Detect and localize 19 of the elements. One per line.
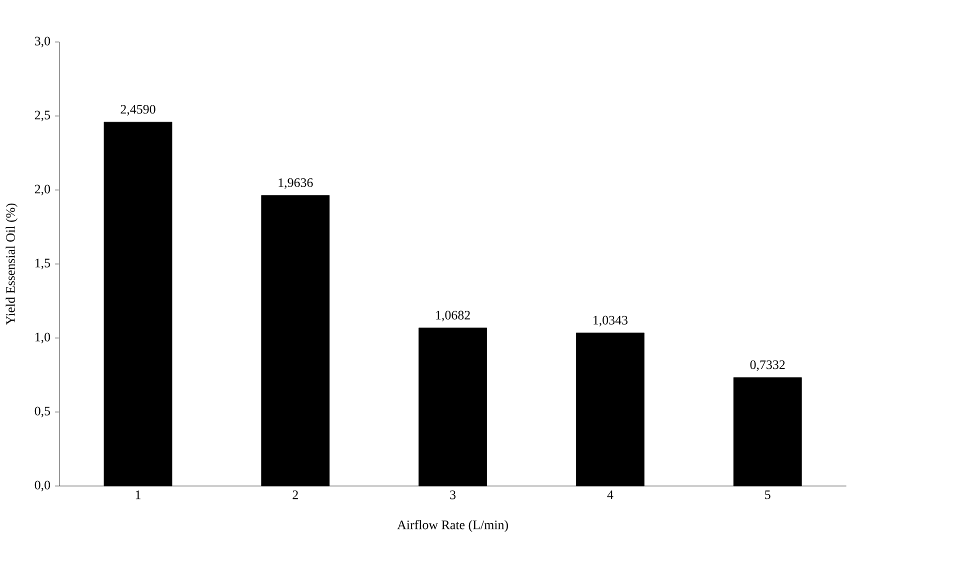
data-label: 1,0682 <box>436 310 470 322</box>
x-tick-label: 1 <box>136 490 140 500</box>
y-tick-label: 1,0 <box>35 332 50 344</box>
y-tick-label: 2,0 <box>34 184 50 196</box>
x-tick-label: 2 <box>292 490 298 500</box>
data-label: 2,4590 <box>120 104 156 116</box>
x-tick-label: 5 <box>765 490 770 500</box>
data-label: 1,9636 <box>278 178 313 189</box>
x-tick-label: 4 <box>607 490 614 500</box>
data-label: 1,0343 <box>594 316 628 326</box>
y-tick-label: 1,5 <box>35 258 50 270</box>
data-label: 0,7332 <box>750 360 785 371</box>
x-axis-title: Airflow Rate (L/min) <box>397 520 508 532</box>
y-tick-label: 3,0 <box>34 36 50 48</box>
y-tick-label: 0,0 <box>34 480 50 492</box>
y-tick-label: 0,5 <box>34 406 50 418</box>
x-tick-label: 3 <box>450 490 456 500</box>
y-tick-label: 2,5 <box>34 110 50 122</box>
y-axis-title: Yield Essensial Oil (%) <box>6 204 18 325</box>
